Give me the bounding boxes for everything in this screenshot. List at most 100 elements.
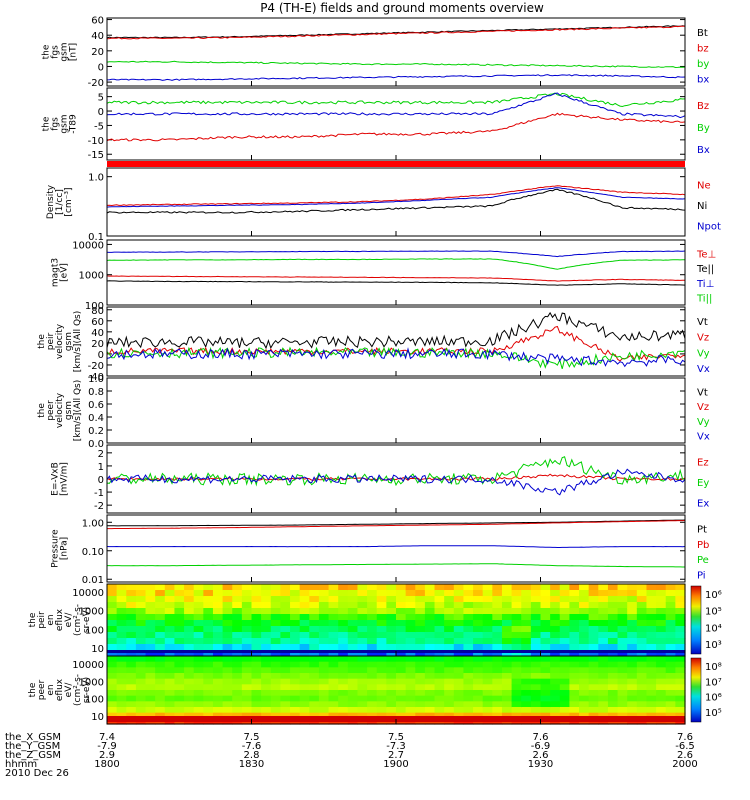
legend-entry: Ti⊥ [696,279,714,290]
spectrogram-cell [434,620,445,627]
spectrogram-cell [665,602,676,609]
spectrogram-cell [280,608,291,615]
spectrogram-cell [174,678,185,685]
spectrogram-cell [338,608,349,615]
spectrogram-cell [530,596,542,603]
spectrogram-cell [338,707,349,714]
spectrogram-cell [540,678,551,685]
spectrogram-cell [280,678,291,685]
spectrogram-cell [193,590,204,597]
spectrogram-cell [357,707,368,714]
spectrogram-cell [607,596,619,603]
spectrogram-cell [492,684,503,691]
spectrogram-cell [501,707,513,714]
spectrogram-cell [126,596,137,603]
spectrogram-cell [617,673,628,680]
ylabel-line: sr-eV) [82,677,92,703]
spectrogram-cell [607,638,619,645]
spectrogram-cell [222,644,233,651]
legend-entry: Pe [697,555,709,566]
spectrogram-cell [579,626,590,633]
spectrogram-cell [357,684,368,691]
spectrogram-cell [598,656,609,663]
spectrogram-cell [665,678,676,685]
spectrogram-cell [145,590,156,597]
panel-frame [106,377,686,444]
y-tick-label: 10 [91,644,104,655]
spectrogram-cell [357,650,368,657]
spectrogram-cell [656,661,667,668]
spectrogram-cell [569,644,580,651]
spectrogram-cell [588,638,599,645]
series-line [106,346,686,370]
spectrogram-cell [521,644,532,651]
spectrogram-cell [367,673,378,680]
spectrogram-cell [184,667,195,674]
spectrogram-cell [501,638,513,645]
spectrogram-cell [646,656,657,663]
spectrogram-cell [184,602,195,609]
spectrogram-cell [184,632,195,639]
spectrogram-cell [135,678,147,685]
spectrogram-cell [588,584,599,591]
spectrogram-cell [453,701,465,708]
spectrogram-cell [357,695,368,702]
spectrogram-cell [135,707,147,714]
spectrogram-cell [241,661,253,668]
spectrogram-cell [116,684,127,691]
spectrogram-cell [540,661,551,668]
spectrogram-cell [261,602,272,609]
spectrogram-cell [656,667,667,674]
spectrogram-cell [135,584,147,591]
spectrogram-cell [588,673,599,680]
ylabel-line: peir [46,332,56,350]
spectrogram-cell [174,684,185,691]
spectrogram-cell [232,632,243,639]
spectrogram-cell [367,620,378,627]
spectrogram-cell [357,602,368,609]
spectrogram-cell [482,614,493,621]
spectrogram-cell [492,644,503,651]
spectrogram-cell [396,614,407,621]
panel-ylabel: thepeirvelocitygsm[km/s](All Qs) [37,311,83,373]
spectrogram-cell [241,678,253,685]
spectrogram-cell [617,632,628,639]
spectrogram-cell [453,684,465,691]
spectrogram-cell [280,650,291,657]
spectrogram-cell [232,650,243,657]
spectrogram-cell [145,712,156,719]
spectrogram-cell [251,707,262,714]
spectrogram-cell [396,712,407,719]
spectrogram-cell [588,614,599,621]
spectrogram-cell [607,661,619,668]
spectrogram-cell [241,632,253,639]
panels: thefgsgsm[nT]6040200-20Btbzbybxthefgsgsm… [28,16,722,725]
spectrogram-cell [434,690,445,697]
spectrogram-cell [290,608,301,615]
spectrogram-cell [559,644,570,651]
spectrogram-cell [232,656,243,663]
spectrogram-cell [675,644,686,651]
spectrogram-cell [492,602,503,609]
spectrogram-cell [347,614,359,621]
spectrogram-cell [280,701,291,708]
spectrogram-cell [232,590,243,597]
spectrogram-cell [318,596,330,603]
ylabel-line: [nPa] [60,537,70,560]
spectrogram-cell [309,661,320,668]
spectrogram-cell [126,590,137,597]
spectrogram-cell [396,690,407,697]
spectrogram-cell [511,667,522,674]
spectrogram-cell [492,695,503,702]
colorbar [690,657,702,723]
spectrogram-cell [145,608,156,615]
spectrogram-cell [627,614,638,621]
spectrogram-cell [241,626,253,633]
spectrogram-cell [463,695,474,702]
spectrogram-cell [511,695,522,702]
spectrogram-cell [463,590,474,597]
spectrogram-cell [559,701,570,708]
spectrogram-cell [424,661,436,668]
legend-entry: Vy [697,417,710,428]
spectrogram-cell [434,650,445,657]
